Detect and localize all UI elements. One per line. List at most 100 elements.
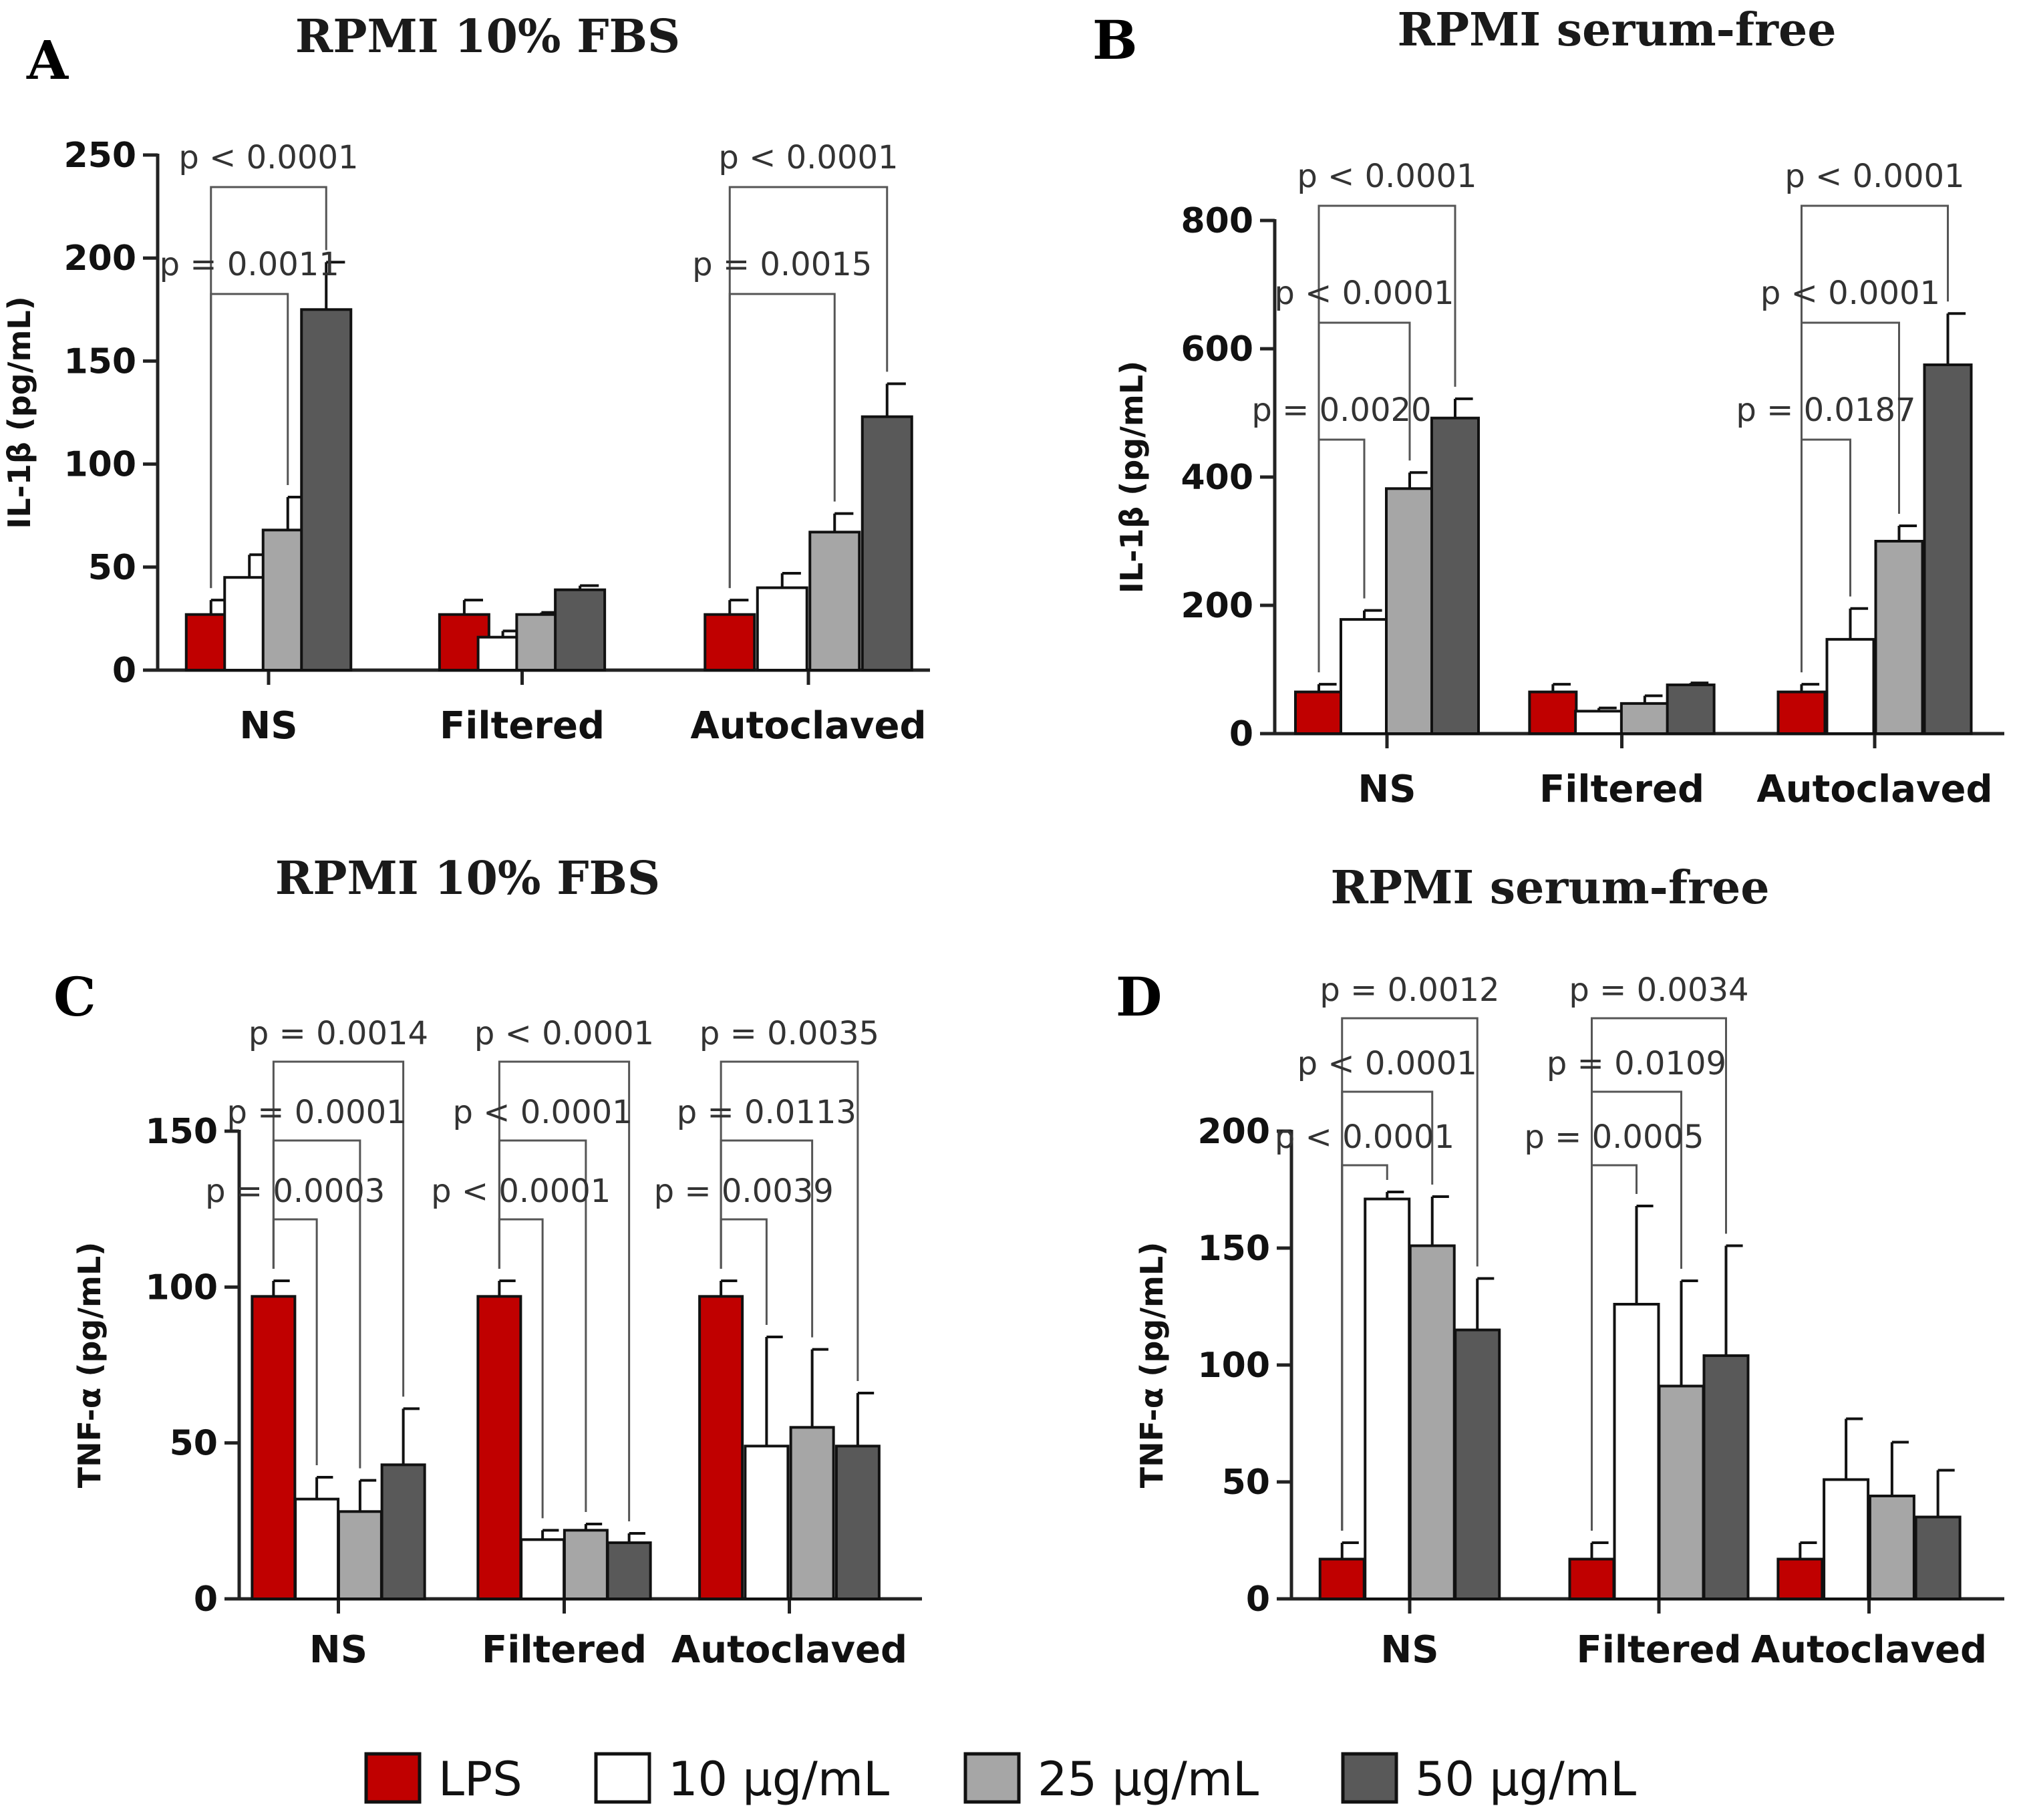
bar-lps bbox=[704, 613, 756, 671]
bar-10-g-ml bbox=[1613, 1303, 1660, 1600]
bar-50-g-ml bbox=[300, 308, 353, 671]
bar-50-g-ml bbox=[1914, 1515, 1962, 1600]
legend-label: 10 µg/mL bbox=[668, 1752, 889, 1807]
significance-bracket bbox=[720, 1218, 768, 1325]
p-value-label: p < 0.0001 bbox=[1274, 275, 1454, 312]
p-value-label: p < 0.0001 bbox=[1760, 275, 1940, 312]
significance-bracket bbox=[498, 1218, 544, 1519]
y-tick-label: 50 bbox=[170, 1424, 218, 1464]
legend-swatch bbox=[364, 1752, 422, 1804]
p-value-label: p = 0.0109 bbox=[1547, 1045, 1726, 1082]
bar-10-g-ml bbox=[520, 1538, 566, 1600]
bar-50-g-ml bbox=[834, 1445, 881, 1600]
p-value-label: p = 0.0005 bbox=[1524, 1118, 1704, 1156]
x-category-label: Autoclaved bbox=[1751, 1628, 1987, 1672]
p-value-label: p < 0.0001 bbox=[1784, 158, 1964, 195]
y-tick-label: 150 bbox=[1197, 1229, 1270, 1269]
panel-C: C RPMI 10% FBS TNF-α (pg/mL) 0 50 100 150 NS Fil… bbox=[53, 852, 922, 1672]
legend: LPS 10 µg/mL 25 µg/mL 50 µg/mL bbox=[364, 1752, 1636, 1807]
y-tick-label: 100 bbox=[145, 1267, 218, 1308]
y-tick-label: 0 bbox=[1246, 1579, 1270, 1620]
significance-bracket bbox=[210, 293, 289, 589]
x-category-label: NS bbox=[309, 1628, 367, 1672]
bar-25-g-ml bbox=[563, 1529, 609, 1600]
x-category-label: Autoclaved bbox=[1756, 768, 1992, 811]
panel-title: RPMI 10% FBS bbox=[275, 852, 660, 905]
p-value-label: p = 0.0015 bbox=[692, 246, 872, 283]
p-value-label: p = 0.0003 bbox=[205, 1173, 385, 1210]
y-tick-label: 200 bbox=[63, 239, 136, 279]
significance-bracket bbox=[720, 1139, 814, 1338]
bar-25-g-ml bbox=[1874, 540, 1924, 735]
y-axis-label: IL-1β (pg/mL) bbox=[1, 296, 37, 528]
p-value-label: p = 0.0011 bbox=[160, 246, 339, 283]
x-category-label: Filtered bbox=[440, 704, 605, 748]
bar-50-g-ml bbox=[380, 1463, 426, 1600]
p-value-label: p = 0.0035 bbox=[700, 1015, 879, 1052]
x-category-label: NS bbox=[1358, 768, 1416, 811]
significance-bracket bbox=[498, 1139, 587, 1512]
bar-lps bbox=[476, 1295, 522, 1601]
p-value-label: p = 0.0113 bbox=[677, 1094, 857, 1131]
bar-25-g-ml bbox=[808, 530, 861, 672]
p-value-label: p = 0.0014 bbox=[249, 1015, 428, 1052]
significance-bracket bbox=[1317, 438, 1366, 673]
x-category-label: NS bbox=[1380, 1628, 1438, 1672]
bar-10-g-ml bbox=[1364, 1197, 1411, 1600]
legend-swatch bbox=[963, 1752, 1021, 1804]
legend-swatch bbox=[594, 1752, 651, 1804]
p-value-label: p < 0.0001 bbox=[1297, 158, 1477, 195]
p-value-label: p = 0.0034 bbox=[1569, 971, 1748, 1009]
bar-lps bbox=[1318, 1557, 1366, 1600]
bar-10-g-ml bbox=[1574, 710, 1624, 736]
panel-title: RPMI serum-free bbox=[1398, 3, 1837, 57]
x-category-label: Filtered bbox=[1539, 768, 1704, 811]
panel-B: B RPMI serum-free IL-1β (pg/mL) 0 200 400 600 8… bbox=[1092, 3, 2004, 811]
y-tick-label: 50 bbox=[88, 548, 136, 588]
legend-swatch bbox=[1341, 1752, 1398, 1804]
p-value-label: p < 0.0001 bbox=[431, 1173, 611, 1210]
bar-10-g-ml bbox=[1823, 1478, 1870, 1600]
y-tick-label: 250 bbox=[63, 136, 136, 176]
p-value-label: p < 0.0001 bbox=[718, 139, 898, 176]
bar-lps bbox=[1776, 690, 1827, 735]
bar-50-g-ml bbox=[1666, 684, 1716, 736]
bar-10-g-ml bbox=[1340, 618, 1389, 735]
bar-25-g-ml bbox=[789, 1426, 835, 1600]
panel-title: RPMI 10% FBS bbox=[295, 10, 680, 63]
p-value-label: p < 0.0001 bbox=[1297, 1045, 1477, 1082]
bar-lps bbox=[1528, 690, 1578, 735]
bar-50-g-ml bbox=[861, 415, 913, 672]
y-tick-label: 0 bbox=[1229, 714, 1253, 754]
y-tick-label: 400 bbox=[1181, 458, 1253, 498]
significance-bracket bbox=[272, 1218, 318, 1465]
panel-title: RPMI serum-free bbox=[1331, 861, 1770, 915]
bar-lps bbox=[698, 1295, 744, 1601]
significance-bracket bbox=[1341, 1164, 1388, 1531]
p-value-label: p = 0.0039 bbox=[654, 1173, 834, 1210]
significance-bracket bbox=[1801, 438, 1851, 673]
bar-50-g-ml bbox=[1923, 363, 1973, 735]
p-value-label: p < 0.0001 bbox=[178, 139, 358, 176]
p-value-label: p = 0.0012 bbox=[1319, 971, 1499, 1009]
bar-lps bbox=[1568, 1557, 1615, 1600]
bar-50-g-ml bbox=[554, 588, 607, 671]
bar-25-g-ml bbox=[1619, 702, 1670, 736]
y-tick-label: 200 bbox=[1181, 586, 1253, 626]
y-tick-label: 100 bbox=[1197, 1346, 1270, 1386]
legend-label: LPS bbox=[438, 1752, 522, 1807]
x-category-label: NS bbox=[239, 704, 297, 748]
significance-bracket bbox=[1591, 1164, 1638, 1531]
panel-D: D RPMI serum-free TNF-α (pg/mL) 0 50 100 150 20… bbox=[1116, 861, 2004, 1672]
y-axis-label: TNF-α (pg/mL) bbox=[71, 1242, 108, 1489]
bar-lps bbox=[1294, 690, 1344, 735]
significance-bracket bbox=[272, 1139, 361, 1469]
panel-letter: C bbox=[53, 965, 96, 1028]
bar-10-g-ml bbox=[1825, 637, 1875, 735]
bar-lps bbox=[251, 1295, 297, 1601]
x-category-label: Autoclaved bbox=[671, 1628, 907, 1672]
bar-25-g-ml bbox=[1658, 1384, 1705, 1600]
bar-25-g-ml bbox=[1868, 1495, 1915, 1600]
bar-lps bbox=[1776, 1557, 1824, 1600]
bar-10-g-ml bbox=[294, 1497, 340, 1601]
